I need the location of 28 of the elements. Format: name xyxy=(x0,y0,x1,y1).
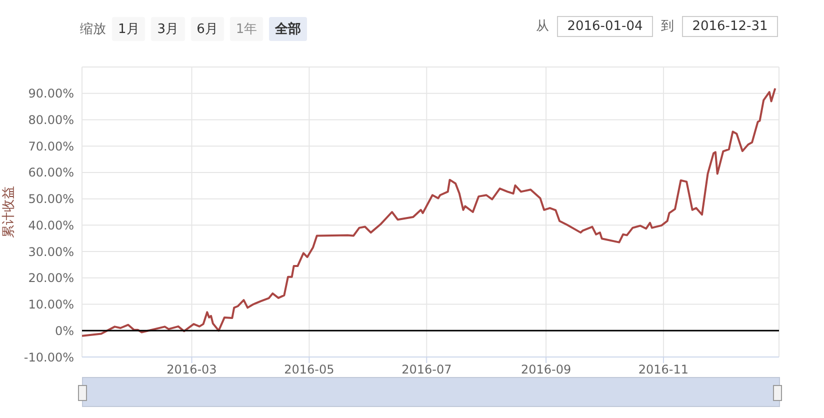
y-tick-label: 20.00% xyxy=(28,271,74,286)
text: 1月 xyxy=(112,17,146,41)
text: 6月 xyxy=(190,17,224,41)
line-series xyxy=(82,87,776,337)
x-tick-label: 2016-07 xyxy=(402,362,452,377)
text: 2016-01-04 xyxy=(557,16,653,37)
y-tick-label: 60.00% xyxy=(28,166,74,180)
x-tick-label: 2016-03 xyxy=(166,362,217,377)
text: 1年 xyxy=(230,17,264,41)
text: 到 xyxy=(661,19,674,34)
text: 2016-12-31 xyxy=(682,16,778,37)
x-tick-label: 2016-05 xyxy=(284,362,334,377)
y-tick-label: 50.00% xyxy=(28,192,74,206)
x-tick-label: 2016-09 xyxy=(520,362,572,377)
y-tick-label: 30.00% xyxy=(28,244,74,259)
y-tick-label: -10.00% xyxy=(24,350,74,364)
text: 从 xyxy=(536,19,549,34)
text: 全部 xyxy=(269,17,308,41)
y-tick-label: 40.00% xyxy=(28,218,74,232)
text: 3月 xyxy=(151,17,185,41)
y-tick-label: 80.00% xyxy=(28,112,74,127)
y-tick-label: 70.00% xyxy=(28,139,74,154)
y-tick-label: 90.00% xyxy=(28,86,74,101)
y-tick-label: 0% xyxy=(54,324,74,338)
x-tick-label: 2016-11 xyxy=(638,362,689,377)
text: 缩放 xyxy=(80,22,106,37)
y-axis-title: 累计收益 xyxy=(2,186,17,238)
y-tick-label: 10.00% xyxy=(28,298,74,312)
